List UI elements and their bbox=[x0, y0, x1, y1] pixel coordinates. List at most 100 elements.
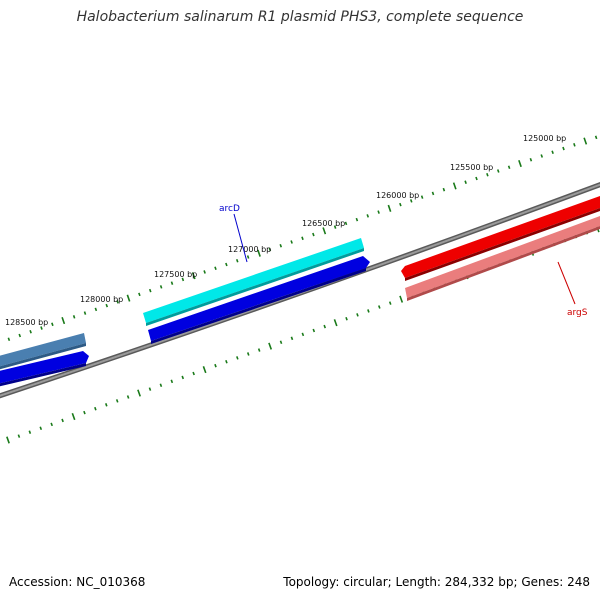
ruler-tick bbox=[573, 143, 576, 147]
tick-label: 126000 bp bbox=[376, 191, 419, 200]
feature-blue-left[interactable] bbox=[0, 351, 89, 387]
ruler-tick bbox=[214, 363, 217, 368]
ruler-tick bbox=[562, 146, 565, 151]
ruler-tick bbox=[72, 315, 76, 319]
ruler-tick bbox=[94, 307, 98, 312]
ruler-tick bbox=[301, 236, 304, 241]
tick-label: 126500 bp bbox=[302, 219, 345, 228]
ruler-tick bbox=[246, 255, 250, 259]
feature-steel-left[interactable] bbox=[0, 333, 86, 370]
ruler-tick bbox=[333, 225, 337, 229]
ruler-tick bbox=[214, 266, 217, 270]
ruler-tick bbox=[583, 137, 588, 145]
feature-cyan-arcd[interactable] bbox=[143, 238, 364, 326]
ruler-tick bbox=[192, 371, 195, 376]
topology-summary: Topology: circular; Length: 284,332 bp; … bbox=[283, 575, 590, 589]
ruler-tick bbox=[104, 403, 108, 407]
tick-label: 125000 bp bbox=[523, 134, 566, 143]
ruler-tick bbox=[83, 311, 87, 315]
ruler-tick bbox=[529, 157, 533, 162]
ruler-tick bbox=[268, 342, 273, 350]
map-title: Halobacterium salinarum R1 plasmid PHS3,… bbox=[76, 9, 524, 25]
ruler-tick bbox=[7, 337, 11, 342]
ruler-tick bbox=[138, 292, 141, 297]
ruler-tick bbox=[116, 300, 119, 304]
ruler-tick bbox=[366, 214, 370, 218]
ruler-tick bbox=[268, 247, 272, 252]
ruler-tick bbox=[6, 436, 10, 444]
ruler-tick bbox=[257, 249, 261, 257]
ruler-tick bbox=[257, 348, 261, 352]
feature-blue-arcd[interactable] bbox=[148, 256, 370, 344]
ruler-tick bbox=[377, 210, 380, 214]
tick-label: 128500 bp bbox=[5, 318, 48, 327]
ruler-tick bbox=[409, 199, 413, 203]
ruler-tick bbox=[159, 285, 163, 289]
ruler-tick bbox=[486, 172, 489, 177]
ruler-tick bbox=[71, 412, 76, 421]
ruler-tick bbox=[50, 422, 53, 427]
ruler-tick bbox=[40, 326, 43, 330]
ruler-tick bbox=[39, 426, 43, 431]
ruler-tick bbox=[235, 258, 239, 263]
ruler-tick bbox=[225, 360, 228, 364]
ruler-tick bbox=[464, 180, 467, 184]
ruler-tick bbox=[148, 288, 152, 293]
ruler-tick bbox=[236, 356, 239, 360]
ruler-tick bbox=[148, 387, 152, 391]
gene-label-leader bbox=[557, 261, 576, 305]
ruler-tick bbox=[279, 340, 283, 345]
ruler-tick bbox=[301, 332, 305, 337]
ruler-tick bbox=[17, 434, 21, 438]
ruler-tick bbox=[507, 165, 511, 170]
ruler-tick bbox=[431, 191, 435, 196]
ruler-tick bbox=[355, 217, 359, 222]
ruler-tick bbox=[322, 227, 327, 235]
ruler-tick bbox=[170, 281, 174, 285]
ruler-labels: 125000 bp 125500 bp 126000 bp 126500 bp … bbox=[5, 134, 566, 327]
ruler-tick bbox=[290, 336, 294, 341]
ruler-tick bbox=[105, 303, 109, 308]
ruler-tick bbox=[594, 135, 598, 140]
ruler-tick bbox=[420, 195, 424, 199]
outer-ruler-ticks bbox=[7, 135, 598, 342]
ruler-tick bbox=[518, 159, 522, 168]
ruler-tick bbox=[551, 150, 554, 155]
feature-pink-args[interactable] bbox=[405, 216, 600, 301]
gene-label-arcd[interactable]: arcD bbox=[219, 204, 248, 263]
ruler-tick bbox=[29, 330, 32, 334]
ruler-tick bbox=[126, 294, 131, 302]
feature-red-upper[interactable] bbox=[401, 196, 600, 281]
accession-text: Accession: NC_010368 bbox=[9, 575, 146, 589]
ruler-tick bbox=[442, 187, 446, 192]
ruler-tick bbox=[367, 309, 370, 313]
ruler-tick bbox=[496, 169, 500, 173]
ruler-tick bbox=[170, 379, 174, 384]
ruler-tick bbox=[378, 305, 381, 309]
ruler-tick bbox=[399, 202, 402, 207]
ruler-tick bbox=[181, 277, 185, 282]
ruler-tick bbox=[115, 399, 119, 403]
ruler-tick bbox=[28, 430, 32, 434]
gene-label-text: argS bbox=[567, 308, 588, 318]
ruler-tick bbox=[279, 244, 283, 248]
ruler-tick bbox=[387, 204, 392, 212]
ruler-tick bbox=[312, 328, 316, 333]
gene-label-args[interactable]: argS bbox=[557, 261, 588, 318]
ruler-tick bbox=[356, 313, 359, 317]
ruler-tick bbox=[345, 316, 348, 321]
tick-label: 125500 bp bbox=[450, 163, 493, 172]
ruler-tick bbox=[290, 240, 293, 244]
ruler-tick bbox=[452, 182, 457, 190]
ruler-tick bbox=[540, 154, 544, 158]
ruler-tick bbox=[225, 262, 228, 267]
ruler-tick bbox=[191, 272, 196, 280]
ruler-tick bbox=[61, 316, 66, 325]
ruler-tick bbox=[18, 333, 22, 338]
ruler-tick bbox=[312, 232, 315, 237]
gene-label-text: arcD bbox=[219, 204, 240, 214]
ruler-tick bbox=[202, 366, 207, 374]
ruler-tick bbox=[333, 319, 338, 327]
ruler-tick bbox=[181, 375, 185, 380]
